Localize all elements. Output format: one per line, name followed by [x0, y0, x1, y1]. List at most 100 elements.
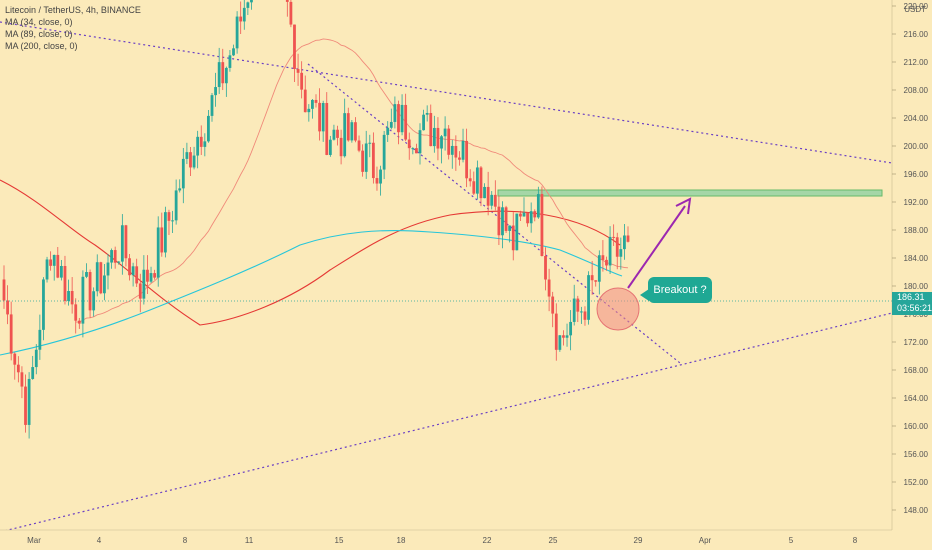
candle-body — [336, 129, 339, 138]
candle-body — [289, 1, 293, 25]
candle-body — [45, 259, 49, 280]
y-tick-label: 212.00 — [904, 58, 929, 67]
candle-body — [479, 167, 483, 199]
x-tick-label: 8 — [183, 536, 188, 545]
candle-body — [300, 72, 304, 90]
candle-body — [303, 89, 307, 113]
candle-body — [321, 102, 325, 132]
lower-trendline — [0, 312, 893, 533]
candle-body — [311, 99, 314, 109]
ma200-line[interactable] — [0, 179, 621, 326]
candle-body — [77, 320, 81, 324]
legend-ma200[interactable]: MA (200, close, 0) — [5, 41, 78, 51]
candle-body — [124, 225, 128, 259]
candle-body — [450, 145, 454, 155]
candle-body — [357, 140, 361, 151]
candle-body — [493, 194, 497, 207]
candle-body — [389, 121, 393, 128]
candle-body — [113, 250, 117, 263]
candle-body — [468, 178, 472, 182]
candle-body — [235, 16, 239, 49]
candle-body — [386, 127, 390, 135]
axis-unit-label: USDT — [904, 5, 926, 14]
candle-body — [70, 291, 74, 305]
time-axis[interactable]: Mar 4 8 11 15 18 22 25 29 Apr 5 8 — [0, 529, 932, 550]
candle-body — [461, 140, 465, 160]
last-price-tag: 186.31 03:56:21 — [892, 292, 932, 315]
candle-body — [192, 155, 196, 168]
legend-ma89[interactable]: MA (89, close, 0) — [5, 29, 73, 39]
candle-body — [404, 104, 408, 140]
callout-tail — [640, 289, 649, 301]
y-tick-label: 188.00 — [904, 226, 929, 235]
legend-ma34[interactable]: MA (34, close, 0) — [5, 17, 73, 27]
candle-body — [171, 220, 174, 222]
candle-body — [88, 272, 92, 311]
candle-body — [529, 211, 533, 224]
y-tick-label: 160.00 — [904, 422, 929, 431]
y-tick-label: 156.00 — [904, 450, 929, 459]
candle-body — [13, 353, 17, 365]
candle-body — [178, 188, 182, 191]
candle-body — [56, 254, 60, 278]
resistance-zone[interactable] — [497, 189, 883, 197]
y-tick-label: 152.00 — [904, 478, 929, 487]
candle-body — [626, 235, 630, 242]
ma89-line[interactable] — [0, 229, 623, 356]
candle-body — [293, 24, 296, 70]
candle-body — [142, 269, 146, 299]
candle-body — [429, 113, 433, 147]
candle-body — [436, 127, 440, 149]
candle-body — [346, 113, 350, 141]
candle-body — [511, 225, 515, 251]
x-tick-label: 22 — [483, 536, 492, 545]
candle-body — [332, 129, 336, 140]
x-tick-label: 15 — [335, 536, 344, 545]
candle-body — [623, 235, 626, 250]
candle-body — [547, 279, 551, 297]
projection-arrow[interactable] — [627, 197, 692, 289]
candle-body — [95, 262, 99, 292]
candle-body — [536, 194, 540, 218]
candle-body — [149, 273, 153, 282]
candle-body — [562, 335, 565, 338]
candle-body — [576, 298, 580, 312]
y-tick-label: 200.00 — [904, 142, 929, 151]
breakout-circle[interactable] — [596, 287, 640, 331]
candle-body — [20, 372, 24, 387]
candle-body — [325, 102, 329, 155]
price-axis[interactable]: USDT 148.00 152.00 156.00 160.00 164.00 168.0… — [891, 0, 932, 530]
candle-body — [594, 280, 598, 282]
candle-body — [232, 48, 235, 56]
candle-body — [432, 127, 436, 147]
candle-body — [425, 113, 429, 115]
candle-body — [74, 304, 78, 321]
candle-body — [34, 349, 38, 368]
ma34-line[interactable] — [75, 38, 629, 323]
candle-body — [415, 148, 418, 154]
candle-body — [569, 321, 573, 336]
candle-body — [361, 150, 365, 172]
upper-trendline — [0, 21, 893, 164]
candle-body — [106, 262, 110, 276]
candle-body — [475, 167, 479, 194]
candle-body — [411, 148, 415, 150]
candle-body — [160, 227, 164, 253]
candle-body — [67, 291, 70, 301]
candle-body — [354, 122, 357, 141]
y-tick-label: 204.00 — [904, 114, 929, 123]
candle-body — [16, 364, 20, 373]
x-tick-label: Apr — [699, 536, 712, 545]
y-tick-label: 184.00 — [904, 254, 929, 263]
y-tick-label: 196.00 — [904, 170, 929, 179]
candle-body — [196, 136, 200, 156]
breakout-callout[interactable]: Breakout ? — [648, 277, 712, 303]
candle-body — [328, 139, 332, 155]
candle-body — [81, 276, 85, 324]
candle-body — [472, 181, 476, 194]
candle-body — [393, 104, 397, 122]
candle-body — [508, 225, 512, 231]
candle-body — [458, 157, 461, 160]
x-tick-label: 8 — [853, 536, 858, 545]
